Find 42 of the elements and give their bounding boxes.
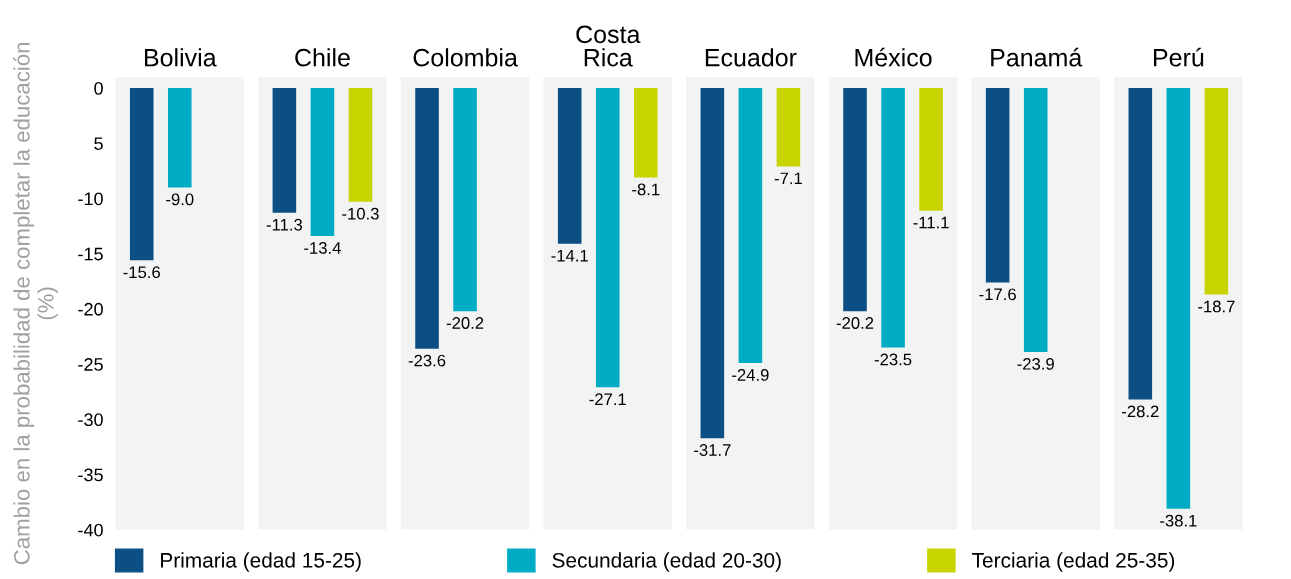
x-tick-label: Costa Rica [576, 25, 641, 67]
x-tick-label: Ecuador [705, 48, 797, 67]
data-label: -20.2 [446, 317, 484, 329]
data-label: -8.1 [632, 183, 660, 196]
data-label: -23.9 [1017, 357, 1054, 370]
data-label: -14.1 [551, 249, 588, 262]
data-label: -10.3 [342, 207, 379, 220]
data-label: -11.3 [266, 218, 303, 231]
data-label: -7.1 [774, 172, 802, 185]
data-label: -23.6 [408, 354, 446, 367]
data-label: -15.6 [123, 266, 160, 279]
y-tick-label: -20 [78, 302, 103, 316]
data-label: -31.7 [694, 444, 731, 456]
legend-label: Terciaria (edad 25-35) [972, 552, 1175, 572]
x-tick-label: México [855, 47, 932, 67]
x-tick-label: Perú [1154, 47, 1204, 67]
data-label: -27.1 [589, 393, 626, 405]
data-label: -23.5 [874, 353, 912, 366]
data-label: -24.9 [732, 369, 769, 381]
y-tick-label: -30 [78, 413, 103, 427]
y-tick-label: -35 [78, 468, 103, 482]
y-tick-label: -40 [78, 523, 103, 537]
data-label: -28.2 [1122, 405, 1159, 418]
data-label: -13.4 [304, 242, 341, 254]
data-label: -17.6 [979, 288, 1016, 301]
y-tick-label: 5 [94, 137, 103, 150]
x-tick-label: Colombia [413, 48, 518, 67]
y-tick-label: 0 [94, 81, 103, 95]
y-tick-label: -15 [78, 247, 103, 261]
data-label: -38.1 [1160, 514, 1197, 527]
y-tick-label: -25 [78, 358, 103, 371]
legend-label: Secundaria (edad 20-30) [552, 552, 781, 572]
data-label: -9.0 [166, 193, 194, 206]
y-axis-title: Cambio en la probabilidad de completar la educación (%) [13, 42, 59, 565]
x-tick-label: Panamá [991, 47, 1083, 67]
legend-label: Primaria (edad 15-25) [161, 552, 361, 572]
x-tick-label: Chile [295, 48, 350, 67]
x-tick-label: Bolivia [145, 48, 217, 67]
data-label: -18.7 [1198, 300, 1235, 313]
y-tick-label: -10 [78, 192, 103, 206]
data-label: -11.1 [913, 216, 949, 229]
data-label: -20.2 [836, 317, 874, 329]
